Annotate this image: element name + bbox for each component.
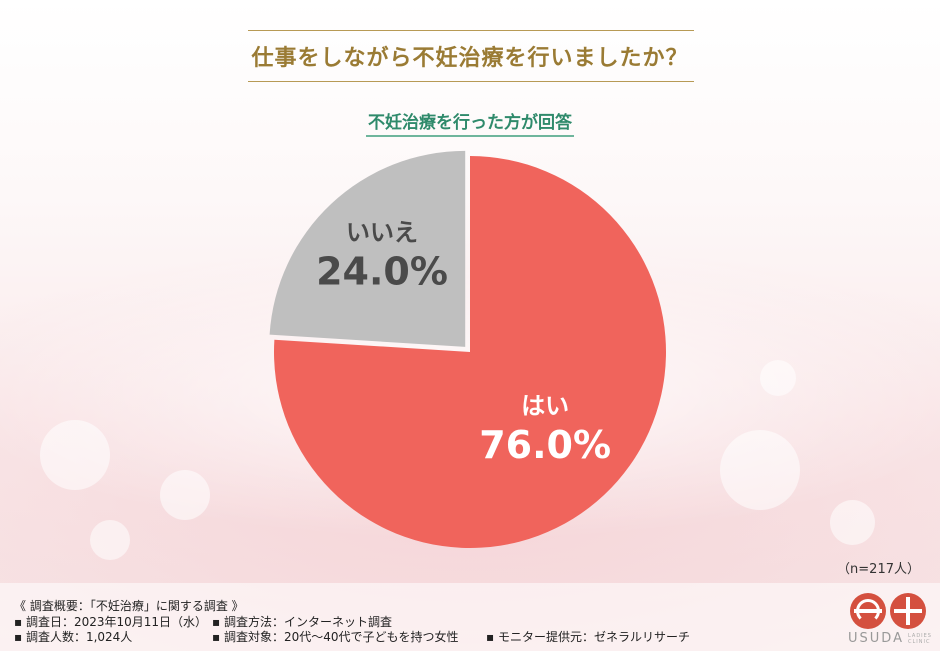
slice-label-no-name: いいえ	[346, 218, 418, 246]
pie-slice-yes	[273, 156, 666, 548]
slice-label-yes-value: 76.0%	[479, 423, 611, 467]
survey-target: ▪ 調査対象：20代～40代で子どもを持つ女性	[212, 630, 459, 644]
survey-heading: 《 調査概要：「不妊治療」に関する調査 》	[14, 599, 244, 613]
bokeh-light	[160, 470, 210, 520]
page-title: 仕事をしながら不妊治療を行いましたか？	[251, 45, 689, 71]
bokeh-light	[830, 500, 875, 545]
slice-label-no-value: 24.0%	[316, 249, 448, 293]
logo-name: USUDA	[848, 631, 904, 646]
pie-slice-no	[269, 150, 466, 347]
survey-method: ▪ 調査方法：インターネット調査	[212, 615, 392, 629]
sample-size-label: （n=217人）	[837, 562, 920, 577]
logo-mark-icon	[890, 593, 926, 629]
slice-label-yes-name: はい	[521, 392, 569, 420]
survey-provider: ▪ モニター提供元：ゼネラルリサーチ	[486, 630, 690, 644]
bokeh-light	[90, 520, 130, 560]
logo-mark-icon	[850, 593, 886, 629]
bokeh-light	[720, 430, 800, 510]
survey-count: ▪ 調査人数：1,024人	[14, 630, 133, 644]
survey-date: ▪ 調査日：2023年10月11日（水）	[14, 615, 208, 629]
title-bottom-rule	[248, 81, 694, 82]
bokeh-light	[40, 420, 110, 490]
chart-subtitle-text: 不妊治療を行った方が回答	[366, 113, 574, 137]
title-top-rule	[248, 30, 694, 31]
chart-subtitle: 不妊治療を行った方が回答	[0, 108, 940, 137]
bokeh-light	[760, 360, 796, 396]
logo-subtitle: LADIES CLINIC	[908, 633, 932, 645]
clinic-logo: USUDA LADIES CLINIC	[846, 593, 932, 647]
survey-footer: 《 調査概要：「不妊治療」に関する調査 》 ▪ 調査日：2023年10月11日（…	[0, 583, 940, 651]
